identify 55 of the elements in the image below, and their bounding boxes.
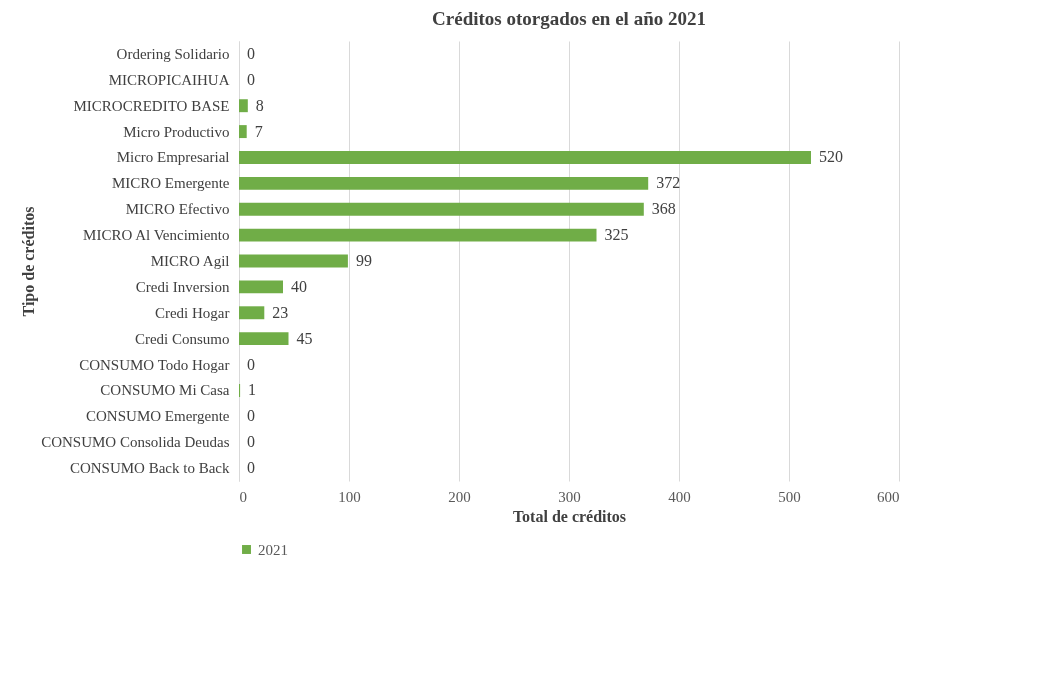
y-tick-label: Credi Hogar [154,304,230,321]
y-axis-title: Tipo de créditos [20,206,39,317]
y-tick-label: CONSUMO Todo Hogar [79,356,230,373]
x-tick-label: 300 [558,488,581,505]
y-tick-label: Micro Empresarial [116,149,230,166]
chart-title: Créditos otorgados en el año 2021 [432,8,706,29]
data-label: 0 [247,459,255,477]
data-label: 520 [819,148,843,166]
data-label: 23 [272,303,289,321]
y-tick-label: MICRO Agil [150,253,230,269]
bar [239,254,348,268]
bar [239,202,644,216]
y-tick-label: Ordering Solidario [116,45,230,62]
data-label: 1 [248,381,257,399]
y-tick-label: Credi Consumo [134,330,230,347]
data-label: 0 [247,70,255,88]
data-label: 8 [255,96,264,114]
bar [239,306,265,320]
data-label: 0 [247,433,255,451]
data-label: 368 [651,200,676,218]
y-tick-label: MICROCREDITO BASE [73,97,230,114]
y-tick-label: CONSUMO Consolida Deudas [41,434,230,451]
x-tick-label: 0 [239,488,247,505]
x-tick-label: 100 [338,488,361,505]
y-tick-label: MICRO Efectivo [125,201,230,218]
bar [239,228,597,242]
y-tick-label: CONSUMO Emergente [86,408,230,425]
x-tick-label: 200 [448,488,471,505]
y-tick-label: CONSUMO Back to Back [69,460,230,477]
data-label: 40 [291,277,307,295]
bar [239,151,811,164]
bar [239,99,248,113]
data-label: 0 [247,44,255,62]
y-tick-label: MICRO Emergente [111,175,230,192]
bar [239,125,247,139]
x-tick-label: 500 [778,488,801,505]
x-axis-title: Total de créditos [512,507,627,525]
data-label: 7 [254,122,263,140]
data-label: 0 [247,407,255,425]
y-tick-label: Credi Inversion [135,278,230,295]
data-label: 45 [296,329,313,347]
x-tick-label: 400 [668,488,691,505]
data-label: 0 [247,355,255,373]
data-label: 99 [355,252,372,269]
x-tick-label: 600 [877,488,900,505]
legend-label: 2021 [258,541,288,558]
bar [239,332,289,346]
y-tick-label: Micro Productivo [123,123,230,140]
data-label: 372 [656,174,681,192]
data-label: 325 [604,226,629,244]
bar [239,280,283,294]
y-tick-label: CONSUMO Mi Casa [100,382,230,399]
y-tick-label: MICROPICAIHUA [108,71,230,88]
bar [239,176,649,190]
y-tick-label: MICRO Al Vencimiento [83,227,230,244]
